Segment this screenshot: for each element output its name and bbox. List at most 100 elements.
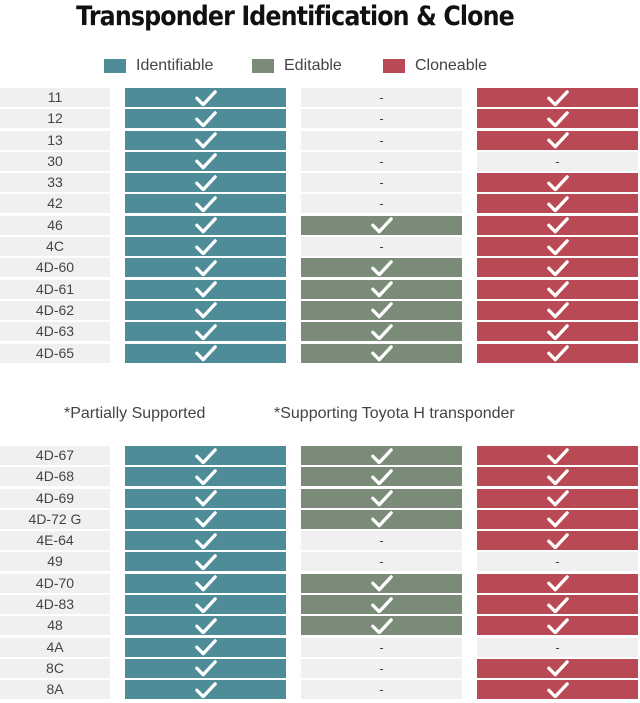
row-label: 8A	[0, 680, 110, 700]
cloneable-cell	[477, 322, 638, 342]
checkmark-icon	[194, 681, 217, 699]
checkmark-icon	[194, 196, 217, 213]
cloneable-cell	[477, 130, 638, 150]
identifiable-cell	[125, 130, 286, 150]
dash-text: -	[379, 90, 384, 105]
checkmark-icon	[370, 281, 393, 298]
cloneable-cell	[477, 573, 638, 593]
checkmark-icon	[546, 447, 569, 464]
note-toyota-h: *Supporting Toyota H transponder	[274, 405, 515, 422]
identifiable-cell	[125, 531, 286, 551]
dash-text: -	[379, 639, 384, 655]
table-row: 4D-70	[0, 573, 640, 594]
checkmark-icon	[194, 174, 217, 192]
legend-swatch-identifiable	[104, 59, 126, 73]
cloneable-cell	[477, 488, 638, 508]
dash-text: -	[379, 660, 384, 676]
cloneable-cell	[477, 109, 638, 129]
checkmark-icon	[194, 554, 217, 571]
row-label: 4A	[0, 637, 110, 657]
checkmark-icon	[194, 302, 217, 319]
identifiable-cell	[125, 509, 286, 529]
identifiable-cell	[125, 322, 286, 342]
legend-swatch-editable	[252, 59, 274, 73]
cloneable-cell	[477, 595, 638, 615]
identifiable-cell	[125, 88, 286, 107]
checkmark-icon	[370, 468, 393, 486]
identifiable-cell	[125, 343, 286, 363]
table-row: 4D-65	[0, 343, 640, 364]
row-label: 11	[0, 88, 110, 107]
editable-cell: -	[301, 88, 462, 107]
cloneable-cell	[477, 173, 638, 193]
table-row: 42 -	[0, 193, 640, 214]
editable-cell: -	[301, 237, 462, 257]
checkmark-icon	[194, 345, 217, 362]
identifiable-cell	[125, 573, 286, 593]
checkmark-icon	[546, 323, 569, 341]
note-partially-supported: *Partially Supported	[64, 405, 206, 422]
table-row: 4D-61	[0, 279, 640, 300]
dash-text: -	[379, 111, 384, 127]
row-label: 4C	[0, 237, 110, 257]
checkmark-icon	[194, 323, 217, 341]
checkmark-icon	[194, 153, 217, 170]
table-row: 49 - -	[0, 551, 640, 572]
legend-item-cloneable: Cloneable	[383, 55, 487, 77]
identifiable-cell	[125, 616, 286, 636]
table-row: 4D-72 G	[0, 509, 640, 530]
legend-swatch-cloneable	[383, 59, 405, 73]
table-row: 4D-83	[0, 594, 640, 615]
checkmark-icon	[370, 323, 393, 341]
row-label: 46	[0, 215, 110, 235]
table-row: 30 - -	[0, 151, 640, 172]
row-label: 33	[0, 173, 110, 193]
editable-cell: -	[301, 552, 462, 572]
table-row: 13 -	[0, 130, 640, 151]
dash-text: -	[379, 153, 384, 169]
cloneable-cell	[477, 88, 638, 107]
identifiable-cell	[125, 215, 286, 235]
cloneable-cell	[477, 446, 638, 465]
checkmark-icon	[194, 468, 217, 486]
checkmark-icon	[546, 345, 569, 362]
editable-cell: -	[301, 658, 462, 678]
dash-text: -	[379, 533, 384, 549]
editable-cell: -	[301, 680, 462, 700]
legend-item-identifiable: Identifiable	[104, 55, 213, 77]
identifiable-cell	[125, 237, 286, 257]
cloneable-cell: -	[477, 552, 638, 572]
row-label: 4D-63	[0, 322, 110, 342]
checkmark-icon	[194, 618, 217, 635]
row-label: 49	[0, 552, 110, 572]
cloneable-cell	[477, 658, 638, 678]
row-label: 4D-70	[0, 573, 110, 593]
row-label: 42	[0, 194, 110, 214]
checkmark-icon	[194, 238, 217, 255]
dash-text: -	[379, 682, 384, 698]
identifiable-cell	[125, 279, 286, 299]
row-label: 48	[0, 616, 110, 636]
cloneable-cell	[477, 237, 638, 257]
editable-cell: -	[301, 151, 462, 171]
editable-cell	[301, 446, 462, 465]
editable-cell	[301, 279, 462, 299]
page-title: Transponder Identification & Clone	[76, 1, 515, 32]
identifiable-cell	[125, 637, 286, 657]
row-label: 30	[0, 151, 110, 171]
editable-cell	[301, 343, 462, 363]
legend-label-editable: Editable	[284, 57, 342, 74]
table-row: 4C -	[0, 236, 640, 257]
legend: Identifiable Editable Cloneable	[0, 55, 640, 77]
table-row: 4D-67	[0, 445, 640, 466]
checkmark-icon	[194, 596, 217, 613]
cloneable-cell	[477, 616, 638, 636]
identifiable-cell	[125, 680, 286, 700]
row-label: 4D-83	[0, 595, 110, 615]
checkmark-icon	[370, 490, 393, 507]
checkmark-icon	[194, 89, 217, 106]
dash-text: -	[379, 239, 384, 255]
editable-cell: -	[301, 130, 462, 150]
row-label: 4D-62	[0, 300, 110, 320]
cloneable-cell	[477, 509, 638, 529]
